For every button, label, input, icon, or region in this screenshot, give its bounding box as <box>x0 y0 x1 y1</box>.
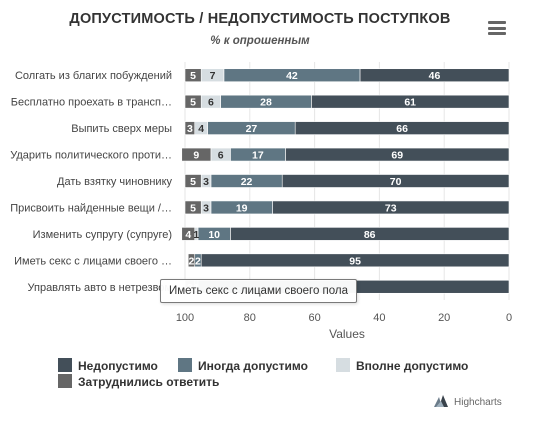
legend-item-nedopustimo[interactable]: Недопустимо <box>58 358 158 373</box>
legend-swatch <box>178 358 192 372</box>
bar-segment[interactable] <box>184 174 202 188</box>
category-label: Присвоить найденные вещи /… <box>10 202 172 214</box>
chart-title: ДОПУСТИМОСТЬ / НЕДОПУСТИМОСТЬ ПОСТУПКОВ <box>69 11 451 27</box>
data-label: 73 <box>385 202 397 214</box>
data-label: 3 <box>187 123 193 135</box>
data-label: 17 <box>252 150 264 162</box>
data-label: 6 <box>208 97 214 109</box>
bar-segment[interactable] <box>181 227 196 241</box>
data-label: 5 <box>190 202 196 214</box>
data-label: 42 <box>286 70 298 82</box>
category-label: Изменить супругу (супруге) <box>33 229 172 241</box>
data-label: 61 <box>404 97 416 109</box>
data-label: 1 <box>193 229 199 241</box>
category-label: Иметь секс с лицами своего … <box>14 255 172 267</box>
data-label: 27 <box>246 123 258 135</box>
category-label: Ударить политического проти… <box>10 150 172 162</box>
data-label: 2 <box>189 255 195 267</box>
data-label: 22 <box>241 176 253 188</box>
bar-segment[interactable] <box>184 68 202 83</box>
bar-segment[interactable] <box>187 253 196 268</box>
data-label: 6 <box>218 150 224 162</box>
x-axis-title: Values <box>329 327 365 341</box>
bar-segment[interactable] <box>184 200 202 215</box>
legend-label: Недопустимо <box>78 359 158 373</box>
context-menu-icon[interactable] <box>484 18 510 38</box>
data-label: 28 <box>260 97 272 109</box>
bar-segment[interactable] <box>181 147 212 162</box>
data-label: 7 <box>210 70 216 82</box>
category-label: Выпить сверх меры <box>71 123 172 135</box>
data-label: 2 <box>195 255 201 267</box>
data-label: 5 <box>190 70 196 82</box>
data-label: 9 <box>193 150 199 162</box>
data-label: 4 <box>198 123 204 135</box>
bar-segment[interactable] <box>184 94 202 109</box>
highcharts-logo-icon <box>434 395 448 407</box>
legend-label: Вполне допустимо <box>356 359 469 373</box>
x-tick-label: 20 <box>438 312 450 324</box>
data-label: 86 <box>364 229 376 241</box>
data-label: 66 <box>396 123 408 135</box>
legend-item-inogda-dopustimo[interactable]: Иногда допустимо <box>178 358 308 373</box>
legend-item-zatrudnilis[interactable]: Затруднились ответить <box>58 374 219 389</box>
category-label: Бесплатно проехать в трансп… <box>11 97 172 109</box>
category-label: Управлять авто в нетрезвом <box>28 282 173 294</box>
category-label: Дать взятку чиновнику <box>57 176 172 188</box>
credits-label: Highcharts <box>454 397 502 408</box>
x-tick-label: 100 <box>176 312 194 324</box>
data-label: 3 <box>203 176 209 188</box>
legend-swatch <box>58 358 72 372</box>
data-label: 3 <box>203 202 209 214</box>
legend-label: Иногда допустимо <box>198 359 308 373</box>
bar-segment[interactable] <box>184 121 196 135</box>
x-tick-label: 40 <box>373 312 385 324</box>
x-tick-label: 80 <box>244 312 256 324</box>
tooltip: Иметь секс с лицами своего пола <box>160 279 358 303</box>
data-label: 10 <box>208 229 220 241</box>
data-label: 95 <box>349 255 361 267</box>
chart-subtitle: % к опрошенным <box>210 35 310 47</box>
legend-label: Затруднились ответить <box>78 375 220 389</box>
legend-swatch <box>336 358 350 372</box>
data-label: 4 <box>185 229 191 241</box>
legend-swatch <box>58 374 72 388</box>
legend-item-vpolne-dopustimo[interactable]: Вполне допустимо <box>336 358 468 373</box>
x-tick-label: 60 <box>308 312 320 324</box>
data-label: 5 <box>190 97 196 109</box>
category-label: Солгать из благих побуждений <box>15 70 172 82</box>
data-label: 70 <box>390 176 402 188</box>
data-label: 46 <box>429 70 441 82</box>
x-tick-label: 0 <box>506 312 512 324</box>
data-label: 5 <box>190 176 196 188</box>
data-label: 69 <box>391 150 403 162</box>
data-label: 19 <box>236 202 248 214</box>
highcharts-credits[interactable]: Highcharts <box>432 394 502 408</box>
